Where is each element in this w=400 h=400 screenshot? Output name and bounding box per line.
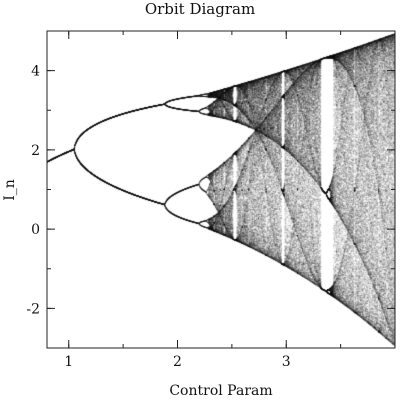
- y-tick-label: -2: [26, 301, 40, 317]
- x-tick-label: 1: [64, 354, 73, 370]
- x-tick-label: 2: [173, 354, 182, 370]
- y-axis-label: I_n: [2, 179, 18, 201]
- axis-ticks: 1 2 3 -2 0 2 4: [26, 30, 396, 370]
- x-tick-label: 3: [282, 354, 291, 370]
- y-tick-label: 2: [31, 143, 40, 159]
- plot-area: [47, 31, 395, 348]
- orbit-point-cloud: [47, 31, 395, 348]
- y-tick-label: 0: [31, 222, 40, 238]
- x-axis-label: Control Param: [169, 383, 272, 399]
- y-tick-label: 4: [31, 64, 40, 80]
- chart-title: Orbit Diagram: [145, 0, 255, 18]
